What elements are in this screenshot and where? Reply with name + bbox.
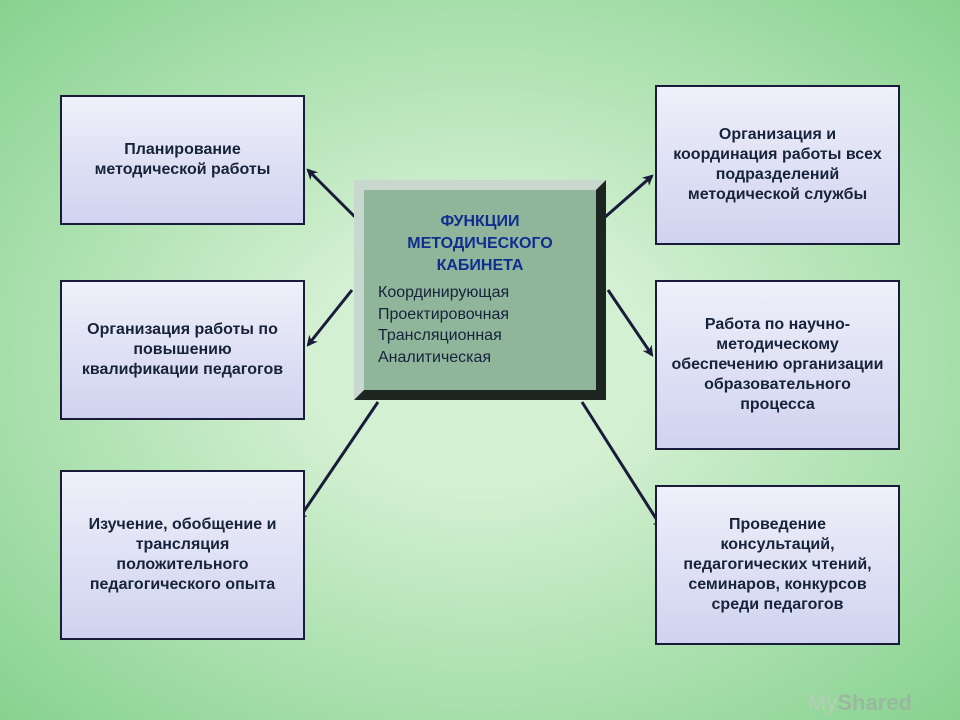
- side-box-text: Работа по научно-методическому обеспечен…: [671, 315, 884, 415]
- center-list-item: Аналитическая: [378, 347, 509, 369]
- side-box-text: Проведение консультаций, педагогических …: [671, 515, 884, 615]
- center-list-item: Координирующая: [378, 282, 509, 304]
- right-box-0: Организация и координация работы всех по…: [655, 85, 900, 245]
- right-box-1: Работа по научно-методическому обеспечен…: [655, 280, 900, 450]
- watermark-prefix: My: [808, 690, 837, 715]
- center-list-item: Проектировочная: [378, 304, 509, 326]
- watermark-suffix: Shared: [837, 690, 912, 715]
- center-list-item: Трансляционная: [378, 325, 509, 347]
- diagram-canvas: ФУНКЦИИ МЕТОДИЧЕСКОГО КАБИНЕТА Координир…: [0, 0, 960, 720]
- center-title-line1: ФУНКЦИИ: [440, 213, 519, 230]
- side-box-text: Планирование методической работы: [76, 140, 289, 180]
- right-box-2: Проведение консультаций, педагогических …: [655, 485, 900, 645]
- center-title: ФУНКЦИИ МЕТОДИЧЕСКОГО КАБИНЕТА: [407, 211, 553, 276]
- left-box-2: Изучение, обобщение и трансляция положит…: [60, 470, 305, 640]
- center-list: КоординирующаяПроектировочнаяТрансляцион…: [378, 282, 509, 368]
- center-title-line2: МЕТОДИЧЕСКОГО: [407, 235, 553, 252]
- left-box-1: Организация работы по повышению квалифик…: [60, 280, 305, 420]
- center-title-line3: КАБИНЕТА: [437, 257, 524, 274]
- watermark: MyShared: [808, 690, 912, 716]
- center-box: ФУНКЦИИ МЕТОДИЧЕСКОГО КАБИНЕТА Координир…: [354, 180, 606, 400]
- side-box-text: Изучение, обобщение и трансляция положит…: [76, 515, 289, 595]
- side-box-text: Организация и координация работы всех по…: [671, 125, 884, 205]
- side-box-text: Организация работы по повышению квалифик…: [76, 320, 289, 380]
- left-box-0: Планирование методической работы: [60, 95, 305, 225]
